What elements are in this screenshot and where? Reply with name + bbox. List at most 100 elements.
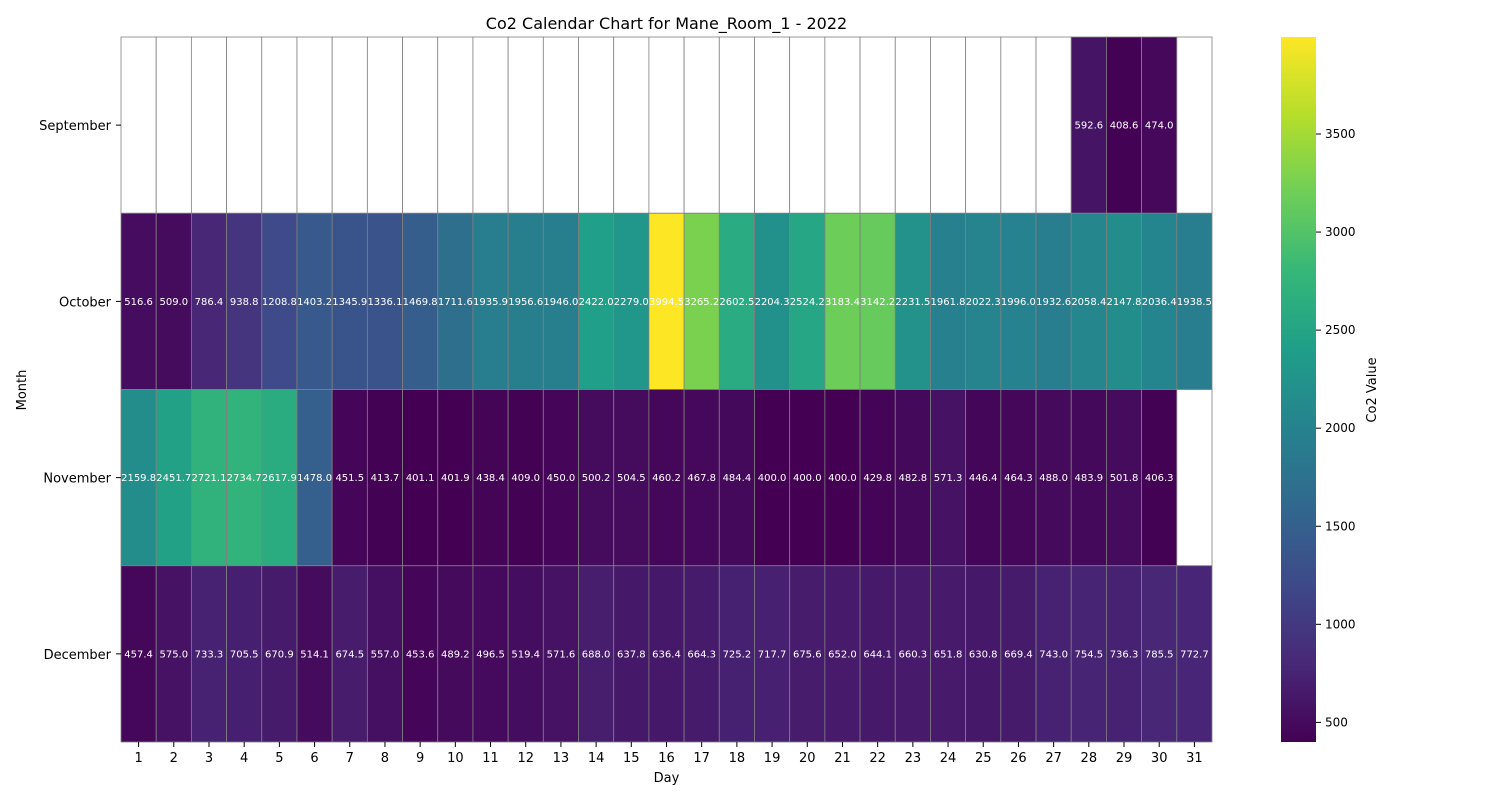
cell-value-label: 400.0 bbox=[828, 473, 857, 484]
x-tick-label: 28 bbox=[1081, 751, 1098, 766]
cell-value-label: 2231.5 bbox=[895, 297, 930, 308]
cell-value-label: 2159.8 bbox=[121, 473, 156, 484]
heatmap-cell bbox=[578, 389, 615, 567]
heatmap-cell bbox=[296, 36, 333, 214]
cell-value-label: 2422.0 bbox=[579, 297, 614, 308]
cell-value-label: 675.6 bbox=[793, 649, 822, 660]
cell-value-label: 488.0 bbox=[1039, 473, 1068, 484]
heatmap-cell bbox=[507, 36, 544, 214]
cell-value-label: 670.9 bbox=[265, 649, 294, 660]
y-tick-label: December bbox=[44, 648, 112, 663]
cell-value-label: 483.9 bbox=[1075, 473, 1104, 484]
x-tick-label: 24 bbox=[940, 751, 957, 766]
heatmap-cell bbox=[578, 36, 615, 214]
heatmap-cell bbox=[1176, 36, 1213, 214]
cell-value-label: 733.3 bbox=[195, 649, 224, 660]
cell-value-label: 1961.8 bbox=[931, 297, 966, 308]
heatmap-cell bbox=[155, 389, 192, 567]
cell-value-label: 592.6 bbox=[1075, 121, 1104, 132]
cell-value-label: 408.6 bbox=[1110, 121, 1139, 132]
heatmap-cell-labels: 592.6 408.6 474.0 516.6 509.0 786.4 938.8 1208.… bbox=[121, 121, 1212, 661]
heatmap-cell bbox=[296, 565, 333, 743]
heatmap-cell bbox=[965, 36, 1002, 214]
heatmap-cell bbox=[542, 212, 579, 390]
cell-value-label: 736.3 bbox=[1110, 649, 1139, 660]
cell-value-label: 652.0 bbox=[828, 649, 857, 660]
cell-value-label: 2524.2 bbox=[790, 297, 825, 308]
heatmap-cell bbox=[226, 565, 263, 743]
cell-value-label: 516.6 bbox=[124, 297, 153, 308]
colorbar-label: Co2 Value bbox=[1365, 357, 1380, 422]
cell-value-label: 2036.4 bbox=[1142, 297, 1177, 308]
heatmap-cell bbox=[930, 212, 967, 390]
heatmap-cell bbox=[402, 565, 439, 743]
cell-value-label: 725.2 bbox=[723, 649, 752, 660]
y-tick-label: November bbox=[43, 472, 111, 487]
heatmap-cell bbox=[190, 36, 227, 214]
cell-value-label: 482.8 bbox=[899, 473, 928, 484]
heatmap-cell bbox=[190, 389, 227, 567]
heatmap-cell bbox=[859, 36, 896, 214]
y-axis-ticks: September October November December bbox=[39, 119, 121, 663]
colorbar-tick-label: 1000 bbox=[1325, 617, 1356, 631]
x-tick-label: 18 bbox=[729, 751, 746, 766]
cell-value-label: 1996.0 bbox=[1001, 297, 1036, 308]
cell-value-label: 571.6 bbox=[547, 649, 576, 660]
colorbar-tick-label: 2500 bbox=[1325, 323, 1356, 337]
colorbar-tick-label: 500 bbox=[1325, 715, 1348, 729]
x-tick-label: 21 bbox=[834, 751, 851, 766]
cell-value-label: 637.8 bbox=[617, 649, 646, 660]
heatmap-cell bbox=[930, 565, 967, 743]
heatmap-cell bbox=[894, 36, 931, 214]
cell-value-label: 519.4 bbox=[511, 649, 540, 660]
cell-value-label: 467.8 bbox=[687, 473, 716, 484]
x-axis-ticks: 1 2 3 4 5 6 7 8 9 10 11 12 13 14 15 16 17 18 19 20 21 22 23 24 2… bbox=[134, 742, 1203, 766]
colorbar-ticks: 500 1000 1500 2000 2500 3000 3500 bbox=[1316, 127, 1356, 729]
cell-value-label: 413.7 bbox=[371, 473, 400, 484]
x-tick-label: 25 bbox=[975, 751, 992, 766]
heatmap-cell bbox=[718, 212, 755, 390]
cell-value-label: 3994.5 bbox=[649, 297, 684, 308]
cell-value-label: 496.5 bbox=[476, 649, 505, 660]
x-tick-label: 2 bbox=[170, 751, 178, 766]
cell-value-label: 464.3 bbox=[1004, 473, 1033, 484]
heatmap-cell bbox=[1176, 389, 1213, 567]
cell-value-label: 457.4 bbox=[124, 649, 153, 660]
cell-value-label: 754.5 bbox=[1075, 649, 1104, 660]
x-tick-label: 1 bbox=[134, 751, 142, 766]
heatmap-cell bbox=[437, 36, 474, 214]
heatmap-cell bbox=[754, 565, 791, 743]
heatmap-cell bbox=[261, 36, 298, 214]
cell-value-label: 651.8 bbox=[934, 649, 963, 660]
colorbar-tick-label: 3000 bbox=[1325, 225, 1356, 239]
heatmap-cell bbox=[472, 36, 509, 214]
heatmap-cell bbox=[507, 565, 544, 743]
cell-value-label: 938.8 bbox=[230, 297, 259, 308]
heatmap-cell bbox=[613, 389, 650, 567]
heatmap-cell bbox=[472, 212, 509, 390]
cell-value-label: 644.1 bbox=[863, 649, 892, 660]
cell-value-label: 571.3 bbox=[934, 473, 963, 484]
x-tick-label: 12 bbox=[517, 751, 534, 766]
cell-value-label: 504.5 bbox=[617, 473, 646, 484]
heatmap-cell bbox=[578, 565, 615, 743]
heatmap-cell bbox=[930, 36, 967, 214]
heatmap-cell bbox=[648, 389, 685, 567]
cell-value-label: 2058.4 bbox=[1071, 297, 1106, 308]
x-tick-label: 29 bbox=[1116, 751, 1133, 766]
x-tick-label: 16 bbox=[658, 751, 675, 766]
heatmap-cell bbox=[754, 36, 791, 214]
heatmap-cell bbox=[402, 36, 439, 214]
heatmap-cell bbox=[1106, 36, 1143, 214]
cell-value-label: 501.8 bbox=[1110, 473, 1139, 484]
cell-value-label: 1208.8 bbox=[262, 297, 297, 308]
heatmap-cell bbox=[190, 212, 227, 390]
heatmap-cells bbox=[120, 36, 1213, 743]
cell-value-label: 3142.2 bbox=[860, 297, 895, 308]
heatmap-cell bbox=[1176, 565, 1213, 743]
cell-value-label: 401.1 bbox=[406, 473, 435, 484]
cell-value-label: 674.5 bbox=[335, 649, 364, 660]
heatmap-cell bbox=[366, 389, 403, 567]
y-tick-label: September bbox=[39, 119, 112, 134]
cell-value-label: 474.0 bbox=[1145, 121, 1174, 132]
